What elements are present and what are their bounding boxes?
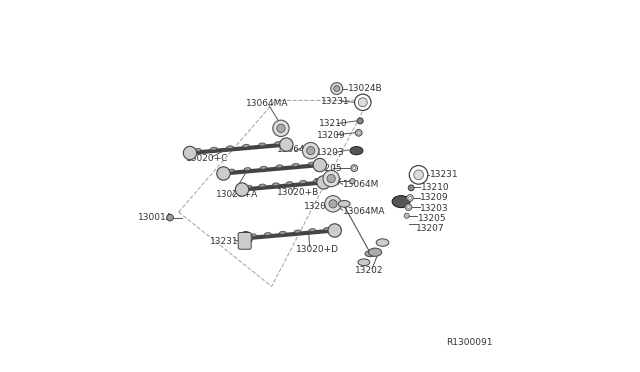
- Circle shape: [413, 170, 424, 180]
- Circle shape: [405, 204, 412, 211]
- Ellipse shape: [358, 259, 370, 266]
- Ellipse shape: [273, 183, 279, 186]
- Ellipse shape: [259, 143, 266, 146]
- Circle shape: [357, 131, 360, 134]
- Circle shape: [353, 167, 356, 170]
- Text: 13201: 13201: [305, 202, 333, 211]
- Text: 13064MA: 13064MA: [246, 99, 289, 108]
- Ellipse shape: [211, 147, 217, 150]
- Text: 13210: 13210: [421, 183, 450, 192]
- Ellipse shape: [264, 232, 271, 235]
- Circle shape: [313, 158, 326, 172]
- Circle shape: [334, 86, 340, 92]
- Ellipse shape: [350, 147, 363, 155]
- Ellipse shape: [275, 142, 282, 145]
- Ellipse shape: [228, 169, 235, 172]
- Circle shape: [167, 214, 173, 221]
- Circle shape: [331, 83, 342, 94]
- Circle shape: [351, 165, 358, 171]
- Circle shape: [329, 200, 337, 208]
- Text: 13203: 13203: [316, 148, 344, 157]
- Ellipse shape: [308, 162, 315, 165]
- Ellipse shape: [279, 231, 286, 234]
- Text: 13020+B: 13020+B: [277, 188, 319, 197]
- Circle shape: [239, 231, 252, 245]
- Ellipse shape: [376, 239, 389, 246]
- Ellipse shape: [260, 166, 267, 169]
- Circle shape: [217, 167, 230, 180]
- Text: 13231: 13231: [429, 170, 458, 179]
- Circle shape: [307, 147, 315, 155]
- Circle shape: [358, 98, 367, 107]
- Circle shape: [236, 183, 249, 196]
- Text: 13231: 13231: [321, 97, 349, 106]
- Text: 13020+D: 13020+D: [296, 245, 339, 254]
- Text: 13207: 13207: [314, 178, 342, 187]
- Text: 13024B: 13024B: [348, 84, 383, 93]
- Ellipse shape: [338, 201, 350, 207]
- Text: 13064M: 13064M: [277, 145, 314, 154]
- Ellipse shape: [195, 148, 201, 152]
- Text: 13203: 13203: [420, 204, 449, 213]
- Circle shape: [277, 124, 285, 132]
- Circle shape: [408, 196, 412, 199]
- Ellipse shape: [292, 163, 299, 166]
- Circle shape: [325, 196, 341, 212]
- Circle shape: [328, 224, 341, 237]
- Text: 13209: 13209: [420, 193, 449, 202]
- Text: 13210: 13210: [319, 119, 348, 128]
- Ellipse shape: [245, 185, 252, 188]
- Circle shape: [355, 94, 371, 110]
- Ellipse shape: [250, 234, 257, 237]
- Ellipse shape: [243, 144, 250, 147]
- Circle shape: [317, 176, 330, 189]
- Ellipse shape: [294, 230, 301, 233]
- Ellipse shape: [244, 168, 251, 171]
- Text: 13202: 13202: [355, 266, 384, 275]
- Ellipse shape: [309, 229, 316, 232]
- Ellipse shape: [313, 179, 320, 182]
- Circle shape: [357, 118, 363, 124]
- Circle shape: [327, 174, 335, 183]
- Circle shape: [349, 179, 355, 184]
- Circle shape: [355, 129, 362, 136]
- Circle shape: [273, 120, 289, 137]
- Circle shape: [407, 206, 410, 209]
- Ellipse shape: [300, 180, 307, 183]
- Text: 13205: 13205: [417, 214, 446, 223]
- Circle shape: [183, 146, 196, 160]
- Ellipse shape: [259, 184, 266, 187]
- Ellipse shape: [365, 251, 376, 257]
- Text: 13064MA: 13064MA: [344, 207, 386, 216]
- Circle shape: [404, 213, 410, 218]
- Ellipse shape: [369, 248, 381, 256]
- Circle shape: [280, 138, 293, 151]
- Text: 13209: 13209: [317, 131, 346, 140]
- FancyBboxPatch shape: [238, 232, 251, 249]
- Text: R1300091: R1300091: [447, 338, 493, 347]
- Circle shape: [303, 142, 319, 159]
- Text: 13207: 13207: [416, 224, 445, 233]
- Ellipse shape: [276, 165, 283, 168]
- Ellipse shape: [227, 146, 233, 149]
- Circle shape: [410, 166, 428, 184]
- Text: 13020+A: 13020+A: [216, 190, 258, 199]
- Ellipse shape: [392, 196, 410, 208]
- Circle shape: [408, 185, 414, 191]
- Text: 13205: 13205: [314, 164, 342, 173]
- Text: 13001A: 13001A: [138, 213, 173, 222]
- Text: 13231+A: 13231+A: [211, 237, 253, 246]
- Text: 13020+C: 13020+C: [186, 154, 228, 163]
- Circle shape: [323, 170, 339, 187]
- Text: 13064M: 13064M: [344, 180, 380, 189]
- Ellipse shape: [324, 227, 330, 230]
- Circle shape: [406, 195, 413, 201]
- Ellipse shape: [286, 182, 292, 185]
